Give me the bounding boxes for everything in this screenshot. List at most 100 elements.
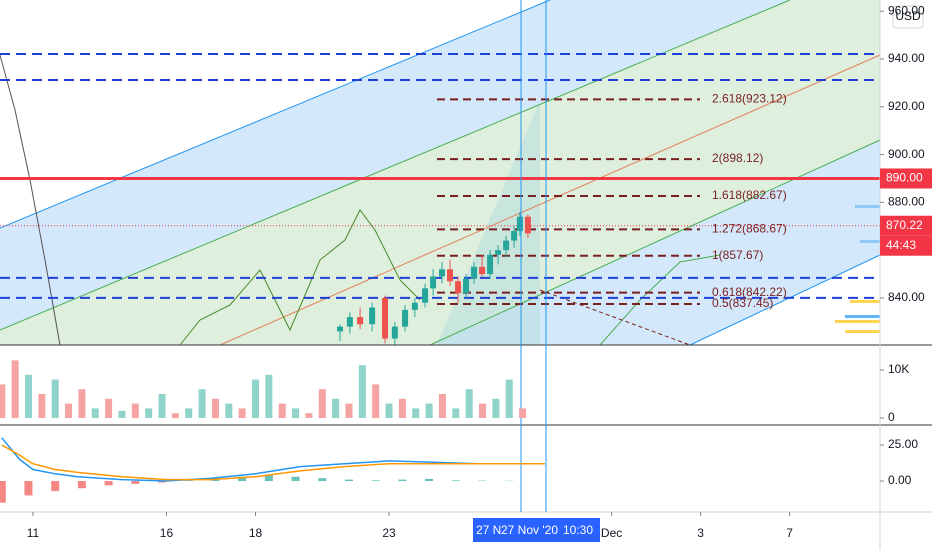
x-tick-label: 23 <box>382 526 396 540</box>
volume-profile <box>835 205 880 333</box>
volume-bar <box>91 408 99 419</box>
indicator-line <box>179 209 421 346</box>
ma-line <box>0 54 61 346</box>
crosshair-label: 27 N <box>476 523 501 537</box>
fib-label: 2.618(923.12) <box>712 92 787 106</box>
volume-bar <box>412 408 420 419</box>
candle-body <box>447 269 454 282</box>
volume-bar <box>372 384 380 419</box>
candle-body <box>411 302 418 310</box>
volume-bar <box>131 403 139 419</box>
volume-bar <box>318 389 326 419</box>
candle-body <box>337 326 344 332</box>
histogram-bar <box>398 479 407 482</box>
profile-bar <box>845 315 880 318</box>
volume-bar <box>358 365 366 419</box>
fib-label: 2(898.12) <box>712 151 763 165</box>
profile-bar <box>845 330 880 333</box>
volume-bar <box>519 408 527 419</box>
histogram-bar <box>344 479 353 482</box>
price-box <box>880 215 932 236</box>
volume-bar <box>398 398 406 419</box>
histogram-bar <box>158 481 167 483</box>
x-tick-label: 18 <box>249 526 263 540</box>
price-box <box>880 168 932 189</box>
volume-bar <box>78 389 86 419</box>
volume-bar <box>265 374 273 419</box>
y-tick-label: 960.00 <box>888 3 925 17</box>
candle-body <box>382 297 389 339</box>
volume-bar <box>505 379 513 419</box>
profile-bar <box>855 205 880 208</box>
volume-bar <box>171 413 179 419</box>
volume-bar <box>24 374 32 419</box>
fib-label: 1.272(868.67) <box>712 222 787 236</box>
inner-channel-fill <box>0 0 880 345</box>
volume-bar <box>198 389 206 419</box>
histogram-bar <box>51 481 60 492</box>
x-tick-label: 11 <box>27 526 40 540</box>
crosshair-box <box>556 518 600 542</box>
volume-bar <box>292 408 300 419</box>
volume-bar <box>51 379 59 419</box>
candle-body <box>503 240 510 251</box>
volume-bar <box>238 408 246 419</box>
candle-body <box>422 288 429 303</box>
candle-body <box>479 266 486 275</box>
candle-body <box>346 317 353 327</box>
candle-body <box>516 216 523 232</box>
fib-zone <box>437 100 540 345</box>
profile-bar <box>850 300 880 303</box>
candle-body <box>455 281 462 294</box>
candle-body <box>495 250 502 255</box>
candle-body <box>439 269 446 277</box>
volume-bar <box>465 389 473 419</box>
crosshair-box <box>498 518 556 542</box>
volume-bar <box>185 408 193 419</box>
candle-body <box>511 231 518 241</box>
currency-label: USD <box>895 9 921 23</box>
histogram-bar <box>184 480 193 482</box>
fib-label: 1(857.67) <box>712 248 763 262</box>
median-line <box>219 54 881 346</box>
crosshair-label: 10:30 <box>563 523 593 537</box>
histogram-bar <box>0 481 6 503</box>
histogram-bar <box>77 481 86 489</box>
channel-line <box>689 254 881 346</box>
volume-bar <box>438 394 446 419</box>
channel-line <box>429 139 881 346</box>
price-box-label: 870.22 <box>886 218 923 232</box>
volume-bar <box>479 403 487 419</box>
volume-bar <box>211 398 219 419</box>
volume-bar <box>145 408 153 419</box>
volume-bar <box>225 403 233 419</box>
volume-bar <box>345 403 353 419</box>
volume-bar <box>118 410 126 419</box>
profile-bar <box>835 320 880 323</box>
volume-bar <box>278 403 286 419</box>
fib-label: 0.618(842.22) <box>712 285 787 299</box>
candle-body <box>357 317 364 325</box>
currency-button[interactable] <box>892 5 924 29</box>
x-tick-label: 16 <box>160 526 174 540</box>
histogram-bar <box>24 481 33 496</box>
histogram-bar <box>238 476 247 482</box>
volume-bar <box>452 408 460 419</box>
volume-bar <box>425 403 433 419</box>
volume-bar <box>0 384 6 419</box>
crosshair-label: 27 Nov '20 <box>501 523 558 537</box>
histogram-bar <box>451 480 460 482</box>
fib-label: 1.618(882.67) <box>712 188 787 202</box>
y-tick-label: 10K <box>888 362 909 376</box>
volume-bar <box>251 379 259 419</box>
histogram-bar <box>371 480 380 482</box>
volume-bar <box>105 398 113 419</box>
countdown-label: 44:43 <box>886 238 916 252</box>
y-tick-label: 25.00 <box>888 437 918 451</box>
y-tick-label: 900.00 <box>888 147 925 161</box>
x-tick-label: Dec <box>601 526 622 540</box>
candle-body <box>471 266 478 279</box>
histogram-bar <box>104 481 113 486</box>
